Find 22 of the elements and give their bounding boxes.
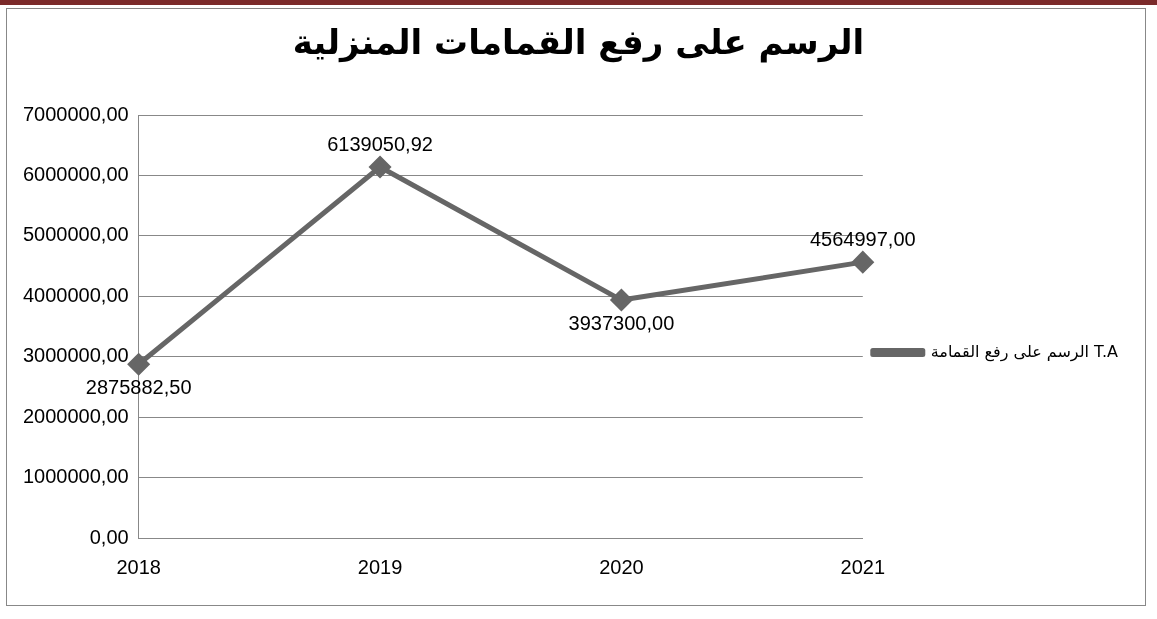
data-label: 4564997,00 xyxy=(809,227,916,250)
point xyxy=(369,156,391,178)
y-tick-label: 7000000,00 xyxy=(22,102,129,125)
point xyxy=(610,289,632,311)
data-label: 6139050,92 xyxy=(327,132,433,155)
point xyxy=(852,251,874,273)
y-tick-label: 1000000,00 xyxy=(22,465,129,488)
data-label: 3937300,00 xyxy=(568,311,675,334)
point xyxy=(128,353,150,375)
y-tick-label: 0,00 xyxy=(89,525,129,548)
y-tick-label: 3000000,00 xyxy=(22,344,129,367)
x-tick-label: 2019 xyxy=(357,555,403,578)
y-tick-label: 2000000,00 xyxy=(22,404,129,427)
x-tick-label: 2020 xyxy=(599,555,644,578)
y-tick-label: 6000000,00 xyxy=(22,162,129,185)
chart-title: الرسم على رفع القمامات المنزلية xyxy=(291,22,866,62)
data-label: 2875882,50 xyxy=(85,375,192,398)
y-tick-label: 4000000,00 xyxy=(22,283,129,306)
y-tick-label: 5000000,00 xyxy=(22,223,129,246)
x-tick-label: 2021 xyxy=(840,555,886,578)
legend-label: الرسم على رفع القمامة T.A xyxy=(930,341,1119,362)
x-tick-label: 2018 xyxy=(116,555,161,578)
